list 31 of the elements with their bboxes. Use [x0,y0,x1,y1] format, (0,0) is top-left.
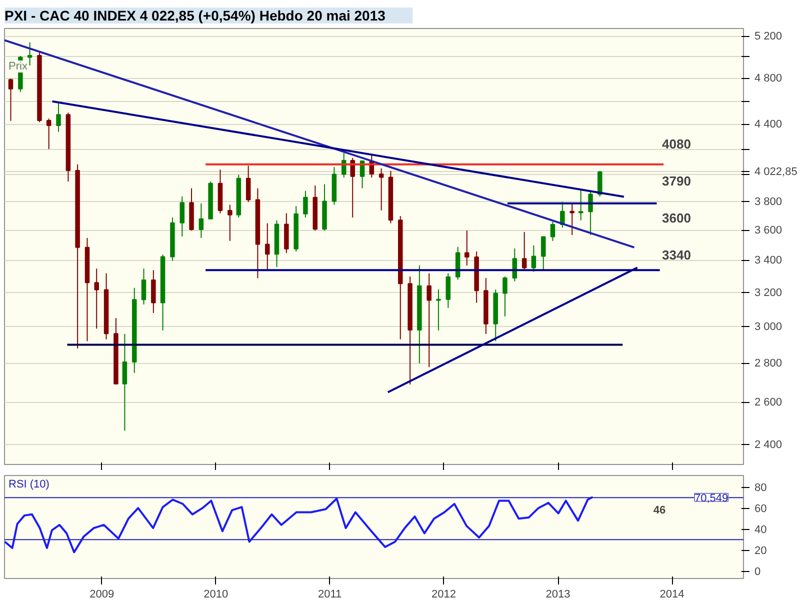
x-tick-label: 2014 [660,588,684,600]
y-tick-label: 20 [754,545,767,558]
y-tick-label: 4 800 [754,72,782,85]
x-tick-label: 2013 [546,588,570,600]
y-tick-label: 3 800 [754,196,782,208]
chart-title: PXI - CAC 40 INDEX 4 022,85 (+0,54%) Hebdo 20 mai 2013 [4,8,386,24]
x-tick-label: 2010 [204,588,228,600]
annotation: 46 [653,504,666,516]
y-tick-label: 60 [754,503,767,516]
y-tick-label: 2 400 [754,438,782,451]
annotation: 4080 [662,136,691,152]
annotation: 3600 [662,210,691,226]
y-tick-label: 3 200 [754,286,782,299]
x-tick-label: 2012 [432,588,456,600]
y-axis-title: Prix [8,60,28,72]
y-tick-label: 2 600 [754,396,782,408]
y-tick-label: 3 000 [754,320,782,333]
y-tick-label: 0 [754,566,761,578]
y-tick-label: 40 [754,524,767,536]
x-tick-label: 2011 [318,588,342,600]
y-tick-label: 3 400 [754,254,782,267]
y-tick-label: 2 800 [754,357,782,370]
y-tick-label: 80 [754,482,767,494]
x-tick-label: 2009 [90,588,114,600]
annotation: 3340 [662,248,691,262]
y-tick-label: 4 022,85 [754,166,798,178]
y-tick-label: 4 400 [754,118,782,131]
y-tick-label: 3 600 [754,224,782,237]
chart-title: RSI (10) [8,478,50,490]
annotation: 3790 [662,174,691,188]
y-tick-label: 5 200 [754,30,782,42]
